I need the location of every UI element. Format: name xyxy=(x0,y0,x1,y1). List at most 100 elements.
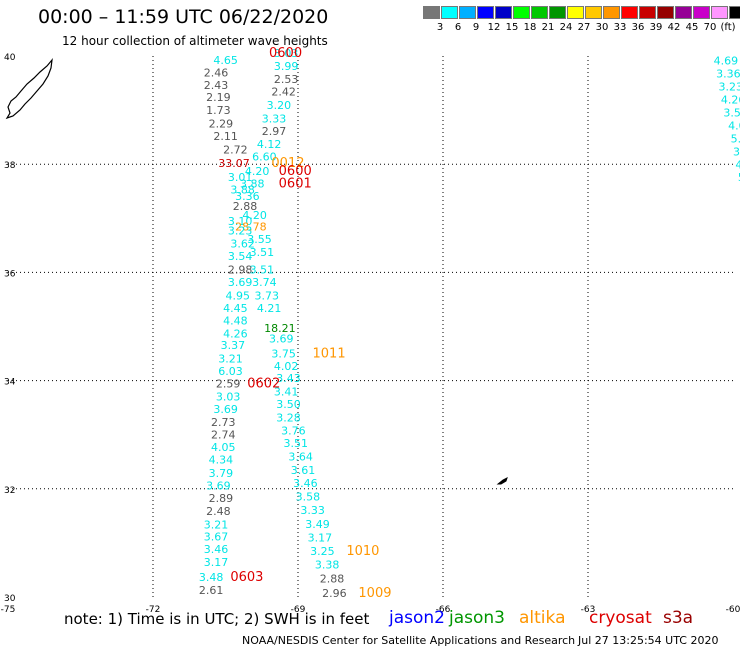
wave-height-value: 2.73 xyxy=(211,416,236,429)
wave-height-value: 3.67 xyxy=(204,531,229,544)
scale-swatch xyxy=(513,6,530,19)
wave-height-value: 4.65 xyxy=(213,54,238,67)
scale-swatch xyxy=(657,6,674,19)
wave-height-value: 3.17 xyxy=(204,556,229,569)
wave-height-value: 2.96 xyxy=(322,587,347,600)
scale-label: 6 xyxy=(454,22,462,33)
wave-height-value: 4.95 xyxy=(226,289,251,302)
credit-line: NOAA/NESDIS Center for Satellite Applica… xyxy=(242,634,576,647)
wave-height-value: 2.98 xyxy=(228,263,253,276)
wave-height-value: 2.29 xyxy=(209,117,234,130)
wave-height-value: 3.79 xyxy=(209,467,234,480)
wave-height-value: 3.0 xyxy=(733,146,740,159)
wave-height-value: 2.61 xyxy=(199,584,224,597)
wave-height-value: 3.41 xyxy=(274,386,299,399)
wave-height-value: 3.99 xyxy=(274,60,299,73)
color-scale-bar xyxy=(423,6,740,19)
scale-label: 42 xyxy=(667,22,681,33)
pass-time-label: 1009 xyxy=(358,586,391,601)
latitude-tick-label: 34 xyxy=(4,378,16,388)
wave-height-value: 4.20 xyxy=(242,209,267,222)
wave-height-value: 3.51 xyxy=(250,246,275,259)
wave-height-value: 4.34 xyxy=(209,453,234,466)
latitude-tick-label: 40 xyxy=(4,53,16,63)
wave-height-value: 3.50 xyxy=(276,398,301,411)
wave-height-value: 2.89 xyxy=(209,492,234,505)
scale-label: 15 xyxy=(505,22,519,33)
scale-swatch xyxy=(567,6,584,19)
wave-height-value: 3.49 xyxy=(305,518,330,531)
scale-swatch xyxy=(675,6,692,19)
wave-height-value: 3.36 xyxy=(235,190,260,203)
longitude-tick-label: -72 xyxy=(146,605,161,615)
scale-label: 39 xyxy=(649,22,663,33)
scale-swatch xyxy=(477,6,494,19)
scale-swatch xyxy=(531,6,548,19)
scale-label: (ft) xyxy=(720,22,736,33)
wave-height-value: 4.05 xyxy=(211,441,236,454)
wave-height-value: 4.48 xyxy=(223,314,248,327)
scale-label: 70 xyxy=(703,22,717,33)
pass-time-label: 0600 xyxy=(279,164,312,179)
scale-swatch xyxy=(459,6,476,19)
scale-swatch xyxy=(711,6,728,19)
wave-height-value: 3.21 xyxy=(204,518,229,531)
wave-height-value: 4.69 xyxy=(714,55,739,68)
pass-time-label: 1011 xyxy=(313,346,346,361)
longitude-tick-label: -60 xyxy=(726,605,740,615)
wave-height-value: 3.58 xyxy=(296,491,321,504)
wave-height-value: 3.36 xyxy=(716,68,740,81)
wave-height-value: 1.73 xyxy=(206,104,231,117)
pass-time-label: 0602 xyxy=(247,377,280,392)
scale-label: 27 xyxy=(577,22,591,33)
longitude-tick-label: -75 xyxy=(1,605,16,615)
generated-timestamp: Jul 27 13:25:54 UTC 2020 xyxy=(578,634,719,647)
scale-swatch xyxy=(585,6,602,19)
latitude-tick-label: 36 xyxy=(4,269,16,279)
legend-entry-jason3: jason3 xyxy=(449,608,505,628)
wave-height-value: 3.61 xyxy=(291,464,316,477)
wave-height-value: 2.97 xyxy=(262,125,287,138)
latitude-tick-label: 30 xyxy=(4,594,16,604)
wave-height-value: 3.46 xyxy=(204,543,229,556)
pass-time-label: 0600 xyxy=(269,46,302,61)
scale-label: 33 xyxy=(613,22,627,33)
scale-label: 9 xyxy=(472,22,480,33)
scale-label: 30 xyxy=(595,22,609,33)
legend-entry-jason2: jason2 xyxy=(389,608,445,628)
wave-height-value: 5.16 xyxy=(731,133,740,146)
wave-height-value: 3.64 xyxy=(288,451,313,464)
wave-height-value: 3.69 xyxy=(213,403,238,416)
wave-height-value: 3.62 xyxy=(230,238,255,251)
wave-height-value: 3.03 xyxy=(274,47,299,60)
wave-height-value: 4.21 xyxy=(257,302,282,315)
coastline xyxy=(5,58,53,120)
wave-height-value: 3.17 xyxy=(308,531,333,544)
wave-height-value: 3.88 xyxy=(230,183,255,196)
legend-entry-s3a: s3a xyxy=(663,608,694,628)
scale-label: 24 xyxy=(559,22,573,33)
wave-height-value: 3.10 xyxy=(228,215,253,228)
longitude-tick-label: -63 xyxy=(581,605,596,615)
wave-height-value: 2.46 xyxy=(204,67,229,80)
scale-label: 12 xyxy=(487,22,501,33)
footnote: note: 1) Time is in UTC; 2) SWH is in fe… xyxy=(64,610,370,628)
wave-height-value: 3.69 xyxy=(206,479,231,492)
wave-height-value: 2.88 xyxy=(320,572,345,585)
pass-time-label: 0012 xyxy=(271,156,304,171)
scale-label: 3 xyxy=(436,22,444,33)
wave-height-value: 3.51 xyxy=(250,263,275,276)
scale-label: 21 xyxy=(541,22,555,33)
wave-height-value: 3.33 xyxy=(300,504,325,517)
wave-height-value: 4.3 xyxy=(735,159,740,172)
legend-entry-cryosat: cryosat xyxy=(589,608,652,628)
wave-height-value: 3.88 xyxy=(240,177,265,190)
wave-height-value: 2.59 xyxy=(216,378,241,391)
wave-height-value: 3.48 xyxy=(199,571,224,584)
wave-height-value: 4.20 xyxy=(245,165,269,178)
wave-height-value: 2.11 xyxy=(213,130,238,143)
wave-height-value: 3.37 xyxy=(221,339,246,352)
wave-height-value: 3.46 xyxy=(293,477,318,490)
wave-height-value: 3.69 xyxy=(228,276,253,289)
